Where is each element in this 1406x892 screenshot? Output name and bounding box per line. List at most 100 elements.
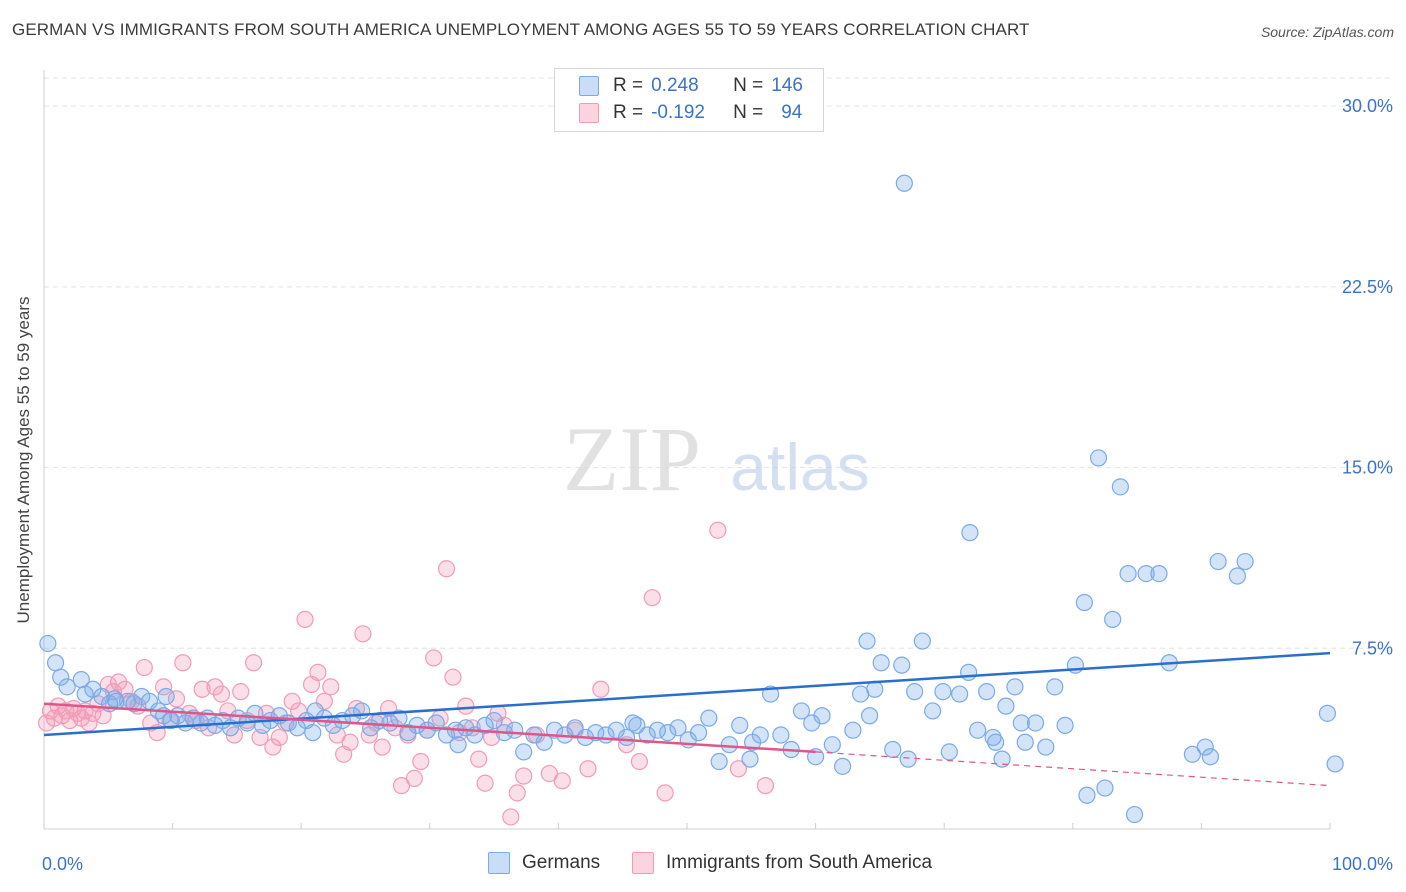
germans-point xyxy=(731,716,749,734)
immigrants-point xyxy=(553,772,571,790)
germans-point xyxy=(872,654,890,672)
germans-point xyxy=(906,683,924,701)
germans-point xyxy=(772,726,790,744)
legend-swatch-germans xyxy=(488,852,510,874)
legend-row-germans: R = 0.248 N = 146 xyxy=(579,74,803,98)
watermark-atlas: atlas xyxy=(730,430,869,504)
germans-point xyxy=(1119,564,1137,583)
x-tick-label-max: 100.0% xyxy=(1332,854,1393,874)
germans-point xyxy=(1089,449,1108,467)
germans-point xyxy=(304,724,322,742)
germans-point xyxy=(1096,779,1114,797)
legend-n-label: N = xyxy=(733,75,764,96)
germans-point xyxy=(1318,704,1337,722)
immigrants-point xyxy=(270,728,288,747)
germans-point xyxy=(648,721,667,739)
immigrants-point xyxy=(579,760,597,778)
germans-point xyxy=(1026,714,1045,732)
immigrants-point xyxy=(245,654,263,672)
germans-point xyxy=(381,714,399,732)
y-tick-label: 15.0% xyxy=(1342,458,1393,478)
immigrants-trendline xyxy=(43,702,816,754)
germans-point xyxy=(861,707,879,725)
germans-point xyxy=(720,736,739,754)
immigrants-point xyxy=(193,680,211,698)
germans-point xyxy=(899,750,917,768)
germans-point xyxy=(689,724,708,742)
germans-point xyxy=(913,632,931,650)
immigrants-point xyxy=(232,683,250,701)
germans-point xyxy=(476,716,494,734)
germans-point xyxy=(1037,738,1055,756)
germans-point xyxy=(858,632,876,650)
immigrants-point xyxy=(174,654,192,672)
legend-r-label: R = xyxy=(613,102,644,123)
legend-n-value: 94 xyxy=(781,102,803,123)
germans-point xyxy=(84,680,102,698)
legend-n-value: 146 xyxy=(771,75,803,96)
x-tick-label-min: 0.0% xyxy=(42,854,83,874)
germans-point xyxy=(399,724,417,742)
trendlines xyxy=(43,651,1331,787)
germans-point xyxy=(743,733,762,751)
germans-point xyxy=(457,719,475,737)
series-immigrants-points xyxy=(37,521,775,826)
immigrants-point xyxy=(540,764,558,783)
immigrants-point xyxy=(729,760,748,778)
y-tick-label: 22.5% xyxy=(1342,277,1393,297)
germans-point xyxy=(993,750,1011,768)
germans-point xyxy=(1012,714,1030,732)
germans-point xyxy=(1016,733,1034,751)
immigrants-point xyxy=(392,777,411,795)
germans-point xyxy=(515,743,533,761)
germans-point xyxy=(1104,610,1122,628)
immigrants-point xyxy=(425,649,443,667)
immigrants-point xyxy=(643,589,661,607)
correlation-legend: R = 0.248 N = 146 R = -0.192 N = 94 xyxy=(554,68,824,132)
immigrants-point xyxy=(756,777,775,795)
germans-point xyxy=(1125,805,1144,824)
immigrants-point xyxy=(322,678,340,696)
immigrants-point xyxy=(309,663,327,681)
germans-point xyxy=(961,524,979,542)
germans-point xyxy=(638,726,656,744)
germans-point xyxy=(1078,786,1096,804)
germans-point xyxy=(353,702,371,720)
germans-point xyxy=(834,757,852,775)
germans-point xyxy=(1236,552,1254,571)
immigrants-point xyxy=(515,767,533,785)
immigrants-point xyxy=(444,668,462,686)
germans-point xyxy=(700,709,718,727)
series-legend: Germans Immigrants from South America xyxy=(0,852,1406,878)
y-tick-label: 7.5% xyxy=(1352,638,1393,658)
germans-point xyxy=(1046,678,1064,696)
immigrants-point xyxy=(412,752,430,771)
legend-label-immigrants: Immigrants from South America xyxy=(666,852,933,873)
immigrants-trendline-extension xyxy=(815,751,1331,787)
legend-item-germans[interactable]: Germans xyxy=(488,852,600,874)
germans-point xyxy=(437,726,456,744)
immigrants-point xyxy=(405,769,423,788)
legend-item-immigrants[interactable]: Immigrants from South America xyxy=(632,852,932,874)
immigrants-point xyxy=(470,750,488,768)
immigrants-point xyxy=(373,738,391,756)
immigrants-point xyxy=(592,680,610,698)
immigrants-point xyxy=(341,733,359,751)
germans-point xyxy=(884,740,902,759)
immigrants-point xyxy=(167,690,186,708)
y-tick-label: 30.0% xyxy=(1342,96,1393,116)
immigrants-point xyxy=(212,685,231,703)
germans-trendline xyxy=(43,651,1331,737)
immigrants-point xyxy=(109,673,128,691)
germans-point xyxy=(1150,564,1168,583)
legend-swatch-immigrants xyxy=(632,852,654,874)
source-credit: Source: ZipAtlas.com xyxy=(1260,24,1394,40)
germans-point xyxy=(951,685,969,703)
germans-point xyxy=(1326,755,1344,773)
legend-swatch-immigrants xyxy=(579,103,599,123)
germans-point xyxy=(813,707,831,725)
immigrants-point xyxy=(476,774,494,792)
watermark-zip: ZIP xyxy=(563,408,701,510)
germans-point xyxy=(969,721,987,739)
